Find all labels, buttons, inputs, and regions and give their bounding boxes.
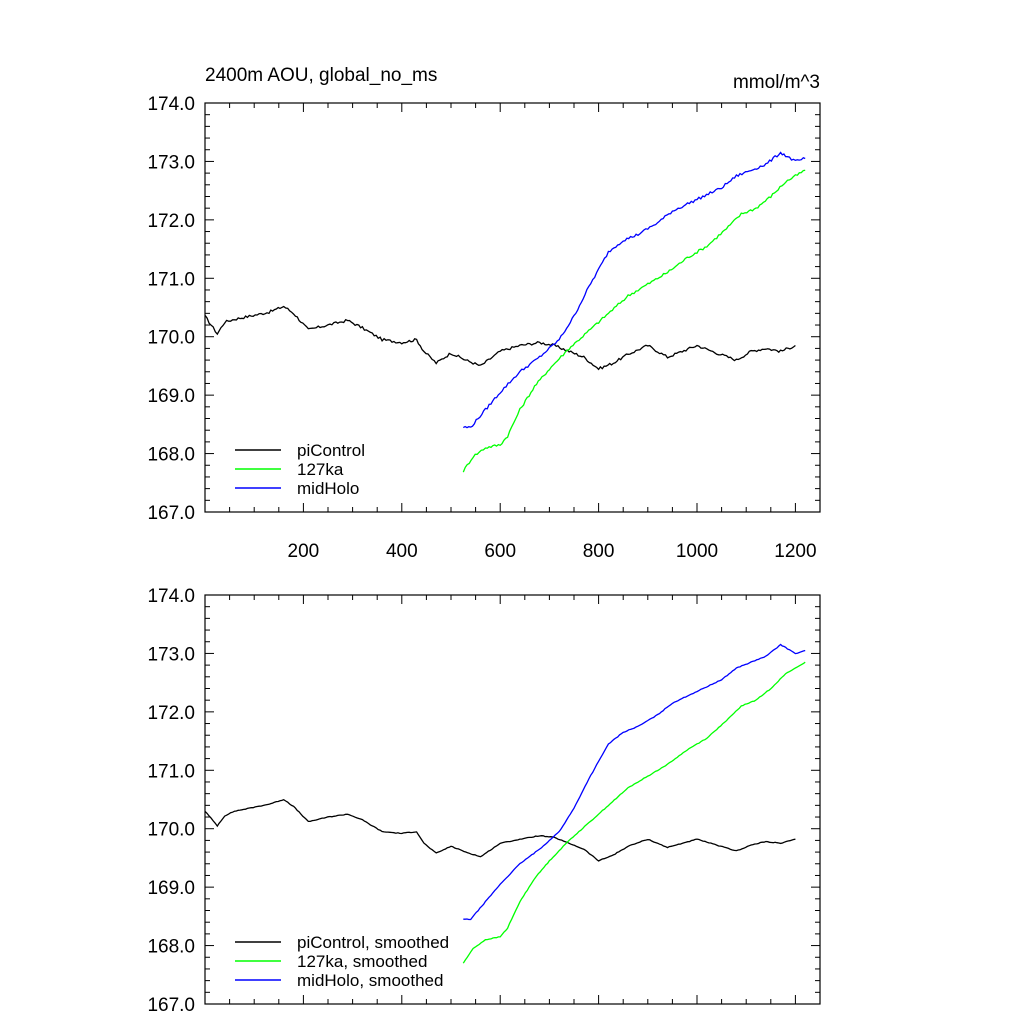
x-tick-label: 600 <box>484 541 516 562</box>
y-tick-label: 174.0 <box>147 94 195 115</box>
x-tick-label: 200 <box>288 541 320 562</box>
y-tick-label: 173.0 <box>147 152 195 173</box>
legend-label: 127ka, smoothed <box>297 952 427 971</box>
y-tick-label: 171.0 <box>147 761 195 782</box>
series-line-midholo-smoothed <box>463 643 806 921</box>
y-tick-label: 169.0 <box>147 878 195 899</box>
series-line-midholo <box>462 151 806 429</box>
legend-label: piControl <box>297 441 365 460</box>
y-tick-label: 170.0 <box>147 328 195 349</box>
x-tick-label: 1200 <box>774 541 816 562</box>
x-tick-label: 400 <box>386 541 418 562</box>
y-tick-label: 168.0 <box>147 937 195 958</box>
series-line-picontrol <box>204 305 796 371</box>
legend-label: midHolo <box>297 479 359 498</box>
chart-title-right: mmol/m^3 <box>733 72 820 93</box>
plot-frame <box>204 594 821 1005</box>
legend-label: piControl, smoothed <box>297 933 449 952</box>
legend-label: 127ka <box>297 460 344 479</box>
y-tick-label: 170.0 <box>147 820 195 841</box>
y-tick-label: 167.0 <box>147 503 195 524</box>
y-tick-label: 172.0 <box>147 211 195 232</box>
y-tick-label: 172.0 <box>147 703 195 724</box>
bottom-panel: 167.0 168.0 169.0 170.0 171.0 172.0 173.0 174.0… <box>147 586 821 1016</box>
y-tick-label: 168.0 <box>147 445 195 466</box>
plot-frame <box>204 102 821 513</box>
series-line-127ka <box>462 169 806 473</box>
y-tick-label: 167.0 <box>147 995 195 1016</box>
y-tick-label: 173.0 <box>147 644 195 665</box>
y-tick-label: 174.0 <box>147 586 195 607</box>
legend-label: midHolo, smoothed <box>297 971 443 990</box>
chart-title-left: 2400m AOU, global_no_ms <box>205 65 437 86</box>
y-tick-label: 171.0 <box>147 269 195 290</box>
series-line-127ka-smoothed <box>462 661 806 964</box>
y-tick-label: 169.0 <box>147 386 195 407</box>
x-tick-label: 800 <box>583 541 615 562</box>
top-panel: 167.0 168.0 169.0 170.0 171.0 172.0 173.0 174.0… <box>147 65 821 562</box>
series-line-picontrol-smoothed <box>204 798 796 862</box>
x-tick-label: 1000 <box>676 541 718 562</box>
